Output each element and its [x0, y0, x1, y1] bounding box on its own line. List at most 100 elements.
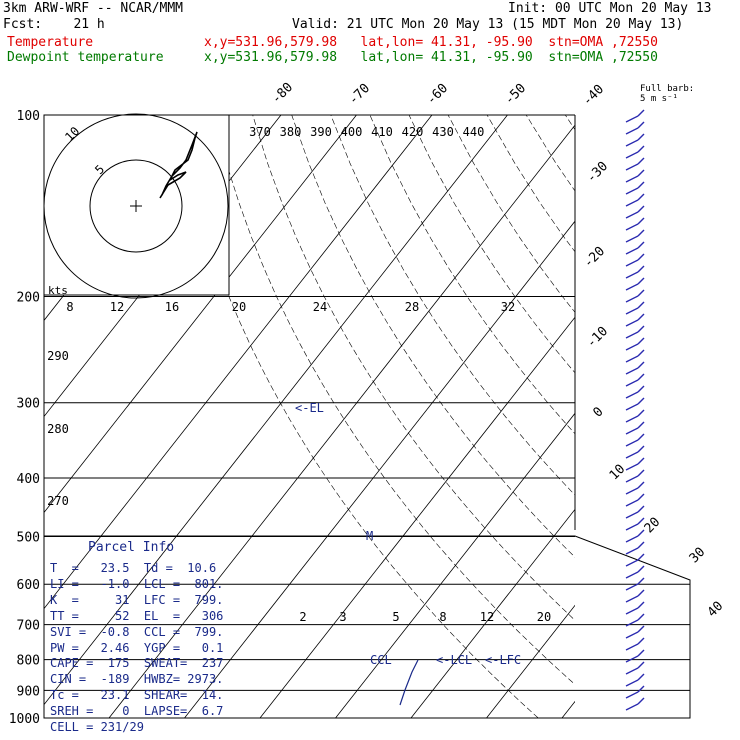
isotherm: [44, 115, 357, 514]
barb-legend: Full barb: 5 m s⁻¹: [640, 84, 695, 104]
temp-tick-label: -50: [502, 81, 529, 108]
temp-tick-label: -40: [580, 82, 607, 109]
parcel-info-row: SREH = 0 LAPSE= 6.7: [50, 704, 224, 719]
wind-barb: [625, 133, 645, 147]
wind-barb: [625, 421, 645, 435]
isotherm: [561, 700, 575, 718]
wind-barb: [625, 121, 645, 135]
parcel-info-row: CELL = 231/29: [50, 720, 144, 734]
moist-adiabat: [580, 297, 740, 719]
pressure-label: 400: [17, 472, 40, 487]
hodo-speed-label: 20: [232, 300, 246, 314]
parcel-info-row: Tc = 23.1 SHEAR= 14.: [50, 688, 224, 703]
theta-label: 380: [280, 125, 302, 139]
wind-barb: [625, 289, 645, 303]
dry-adiabat: [291, 115, 575, 558]
hodo-ring-5: [89, 159, 183, 253]
wind-barb: [625, 229, 645, 243]
theta-label: 440: [463, 125, 485, 139]
wind-barb: [625, 205, 645, 219]
hodo-speed-label: 32: [501, 300, 515, 314]
isotherm: [335, 412, 575, 718]
wind-barb: [625, 589, 645, 603]
wind-barb: [625, 685, 645, 699]
wind-barb: [625, 253, 645, 267]
hodo-ring-10: [43, 113, 229, 299]
dry-adiabat: [525, 115, 575, 192]
parcel-path: [399, 659, 419, 706]
hodo-speed-label: 8: [66, 300, 73, 314]
wind-barbs: [625, 109, 645, 711]
parcel-info-title: Parcel Info: [88, 540, 175, 555]
wind-barb: [625, 625, 645, 639]
isotherm: [486, 604, 575, 718]
theta-label: 420: [402, 125, 424, 139]
dewpoint-profile: [596, 115, 740, 711]
hodo-units: kts: [48, 284, 68, 297]
wind-barb: [625, 265, 645, 279]
wind-barb: [625, 565, 645, 579]
parcel-info-row: T = 23.5 Td = 10.6: [50, 561, 217, 575]
wind-barb: [625, 517, 645, 531]
wind-barb: [625, 157, 645, 171]
isotherm: [44, 115, 508, 706]
temp-tick-label: 20: [642, 515, 664, 537]
temperature-station-info: x,y=531.96,579.98 lat,lon= 41.31, -95.90…: [204, 35, 658, 50]
wind-barb: [625, 553, 645, 567]
wind-barb: [625, 445, 645, 459]
dry-adiabat: [683, 115, 740, 718]
wind-barb: [625, 169, 645, 183]
mixing-ratio-label: 2: [299, 610, 306, 624]
dry-adiabat: [604, 115, 740, 718]
temp-tick-label: -10: [584, 324, 611, 351]
pressure-label: 900: [17, 684, 40, 699]
lcl-annotation: <-LCL: [436, 653, 472, 667]
temp-tick-label: 30: [687, 545, 709, 567]
hodo-speed-label: 12: [110, 300, 124, 314]
pressure-label: 700: [17, 619, 40, 634]
mixing-ratio-label: 5: [392, 610, 399, 624]
wind-barb: [625, 601, 645, 615]
pressure-label: 600: [17, 578, 40, 593]
wind-barb: [625, 505, 645, 519]
wind-barb: [625, 661, 645, 675]
wind-barb: [625, 241, 645, 255]
parcel-info-box: [43, 535, 691, 719]
temp-tick-label: 40: [705, 599, 727, 621]
theta-side-label: 290: [47, 349, 69, 363]
temp-tick-label: -80: [269, 80, 296, 107]
hodo-speed-label: 24: [313, 300, 327, 314]
wind-barb: [625, 277, 645, 291]
mixing-ratio-label: 12: [480, 610, 494, 624]
pressure-label: 800: [17, 654, 40, 669]
wind-barb: [625, 193, 645, 207]
wind-barb: [625, 181, 645, 195]
isotherm: [713, 115, 740, 718]
dry-adiabat: [213, 115, 575, 685]
temp-tick-label: 0: [590, 404, 606, 420]
pressure-label: 100: [17, 109, 40, 124]
init-time: Init: 00 UTC Mon 20 May 13: [508, 1, 712, 16]
wind-barb: [625, 649, 645, 663]
theta-label: 430: [432, 125, 454, 139]
hodograph-trace: [159, 131, 198, 199]
isotherm: [259, 316, 575, 718]
m-annotation: M: [366, 529, 373, 543]
wind-barb: [625, 613, 645, 627]
theta-label: 390: [310, 125, 332, 139]
pressure-label: 200: [17, 291, 40, 306]
dry-adiabat: [565, 115, 575, 131]
mixing-ratio-label: 3: [339, 610, 346, 624]
theta-label: 400: [341, 125, 363, 139]
mixing-ratio-label: 20: [537, 610, 551, 624]
isotherm: [184, 220, 575, 718]
wind-barb: [625, 673, 645, 687]
wind-barb: [625, 433, 645, 447]
theta-label: 370: [249, 125, 271, 139]
wind-barb: [625, 529, 645, 543]
wind-barb: [625, 409, 645, 423]
pressure-label: 1000: [9, 712, 40, 727]
valid-time: Valid: 21 UTC Mon 20 May 13 (15 MDT Mon …: [292, 17, 684, 32]
hodo-speed-label: 16: [165, 300, 179, 314]
